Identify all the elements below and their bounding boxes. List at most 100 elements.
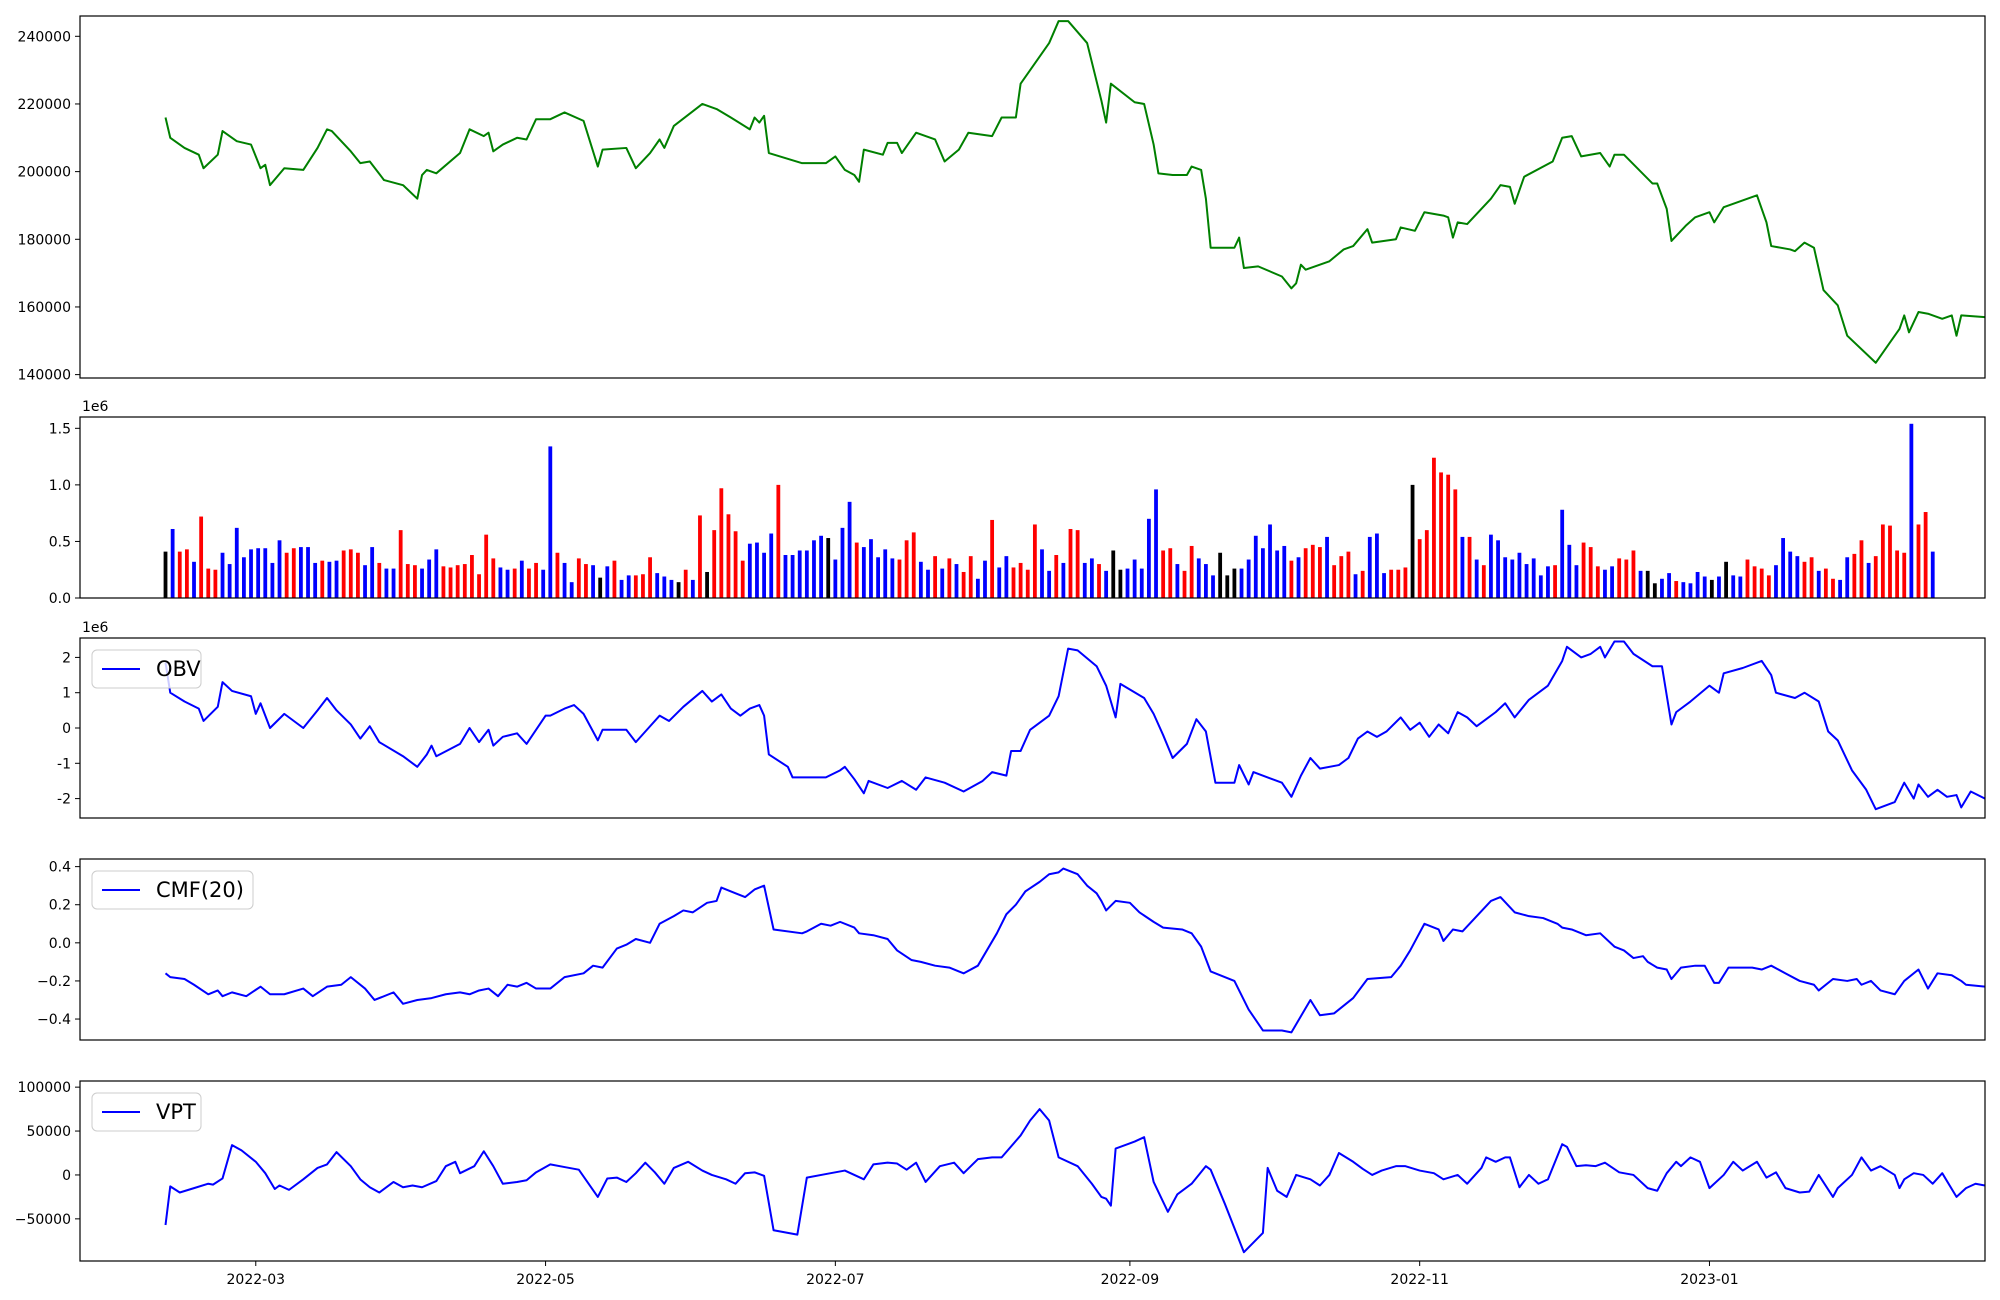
volume-bar xyxy=(1681,582,1686,598)
volume-bar xyxy=(1538,575,1543,598)
volume-bar xyxy=(1111,550,1116,598)
volume-bar xyxy=(334,560,339,598)
volume-bar xyxy=(527,568,531,598)
volume-bar xyxy=(1047,570,1052,598)
volume-bar xyxy=(733,531,738,598)
obv-ytick-label: 2 xyxy=(62,650,71,666)
volume-bar xyxy=(819,535,823,598)
volume-bar xyxy=(1553,565,1557,598)
volume-bar xyxy=(833,559,838,598)
volume-bar xyxy=(213,569,218,598)
volume-bar xyxy=(1168,548,1173,598)
volume-bar xyxy=(1660,578,1664,598)
volume-bar xyxy=(1503,557,1508,598)
volume-bar xyxy=(441,566,446,598)
volume-bar xyxy=(698,515,702,598)
volume-bar xyxy=(1275,550,1280,598)
cmf-legend: CMF(20) xyxy=(91,870,254,910)
volume-bar xyxy=(391,568,396,598)
volume-bar xyxy=(797,550,802,598)
volume-bar xyxy=(1054,555,1059,598)
volume-bar xyxy=(933,556,938,598)
volume-bar xyxy=(1524,564,1529,598)
price-ytick-label: 140000 xyxy=(18,368,71,384)
volume-bar xyxy=(861,547,866,598)
volume-bar xyxy=(1097,564,1101,598)
volume-bar xyxy=(1367,536,1372,598)
volume-bar xyxy=(755,542,759,598)
volume-bar xyxy=(220,552,225,598)
volume-bar xyxy=(455,565,460,598)
volume-bar xyxy=(1004,556,1009,598)
volume-bar xyxy=(242,557,246,598)
volume-bar xyxy=(918,561,923,598)
volume-bar xyxy=(1916,524,1921,598)
volume-bar xyxy=(1724,561,1728,598)
volume-bar xyxy=(569,582,574,598)
volume-bar xyxy=(1496,540,1500,598)
volume-bar xyxy=(1296,557,1301,598)
volume-bar xyxy=(1560,509,1565,598)
x-tick-label: 2022-07 xyxy=(806,1272,865,1288)
volume-bar xyxy=(384,568,389,598)
volume-bar xyxy=(505,569,510,598)
volume-bar xyxy=(1531,558,1536,598)
volume-bar xyxy=(434,549,439,598)
volume-bar xyxy=(284,552,289,598)
volume-bar xyxy=(1118,569,1123,598)
volume-bar xyxy=(1382,573,1386,598)
volume-bar xyxy=(1018,562,1023,598)
volume-axes-frame xyxy=(79,416,1986,599)
vpt-axes-frame xyxy=(79,1080,1986,1262)
volume-bar xyxy=(648,557,652,598)
volume-bar xyxy=(1132,559,1137,598)
volume-bar xyxy=(1902,552,1907,598)
cmf-ytick-label: −0.2 xyxy=(37,974,71,990)
volume-bar xyxy=(1888,525,1892,598)
volume-bar xyxy=(1752,566,1757,598)
price-ytick-label: 240000 xyxy=(18,29,71,45)
volume-bar xyxy=(1759,568,1764,598)
volume-bar xyxy=(1040,549,1044,598)
volume-bar xyxy=(1139,568,1144,598)
volume-bar xyxy=(1432,457,1436,598)
volume-bar xyxy=(1702,576,1707,598)
volume-bar xyxy=(1574,565,1579,598)
volume-bar xyxy=(320,560,325,598)
volume-bar xyxy=(1068,528,1073,598)
volume-bar xyxy=(683,569,688,598)
volume-bar xyxy=(413,565,417,598)
volume-bar xyxy=(1410,484,1415,598)
volume-bar xyxy=(776,484,781,598)
volume-bar xyxy=(1895,550,1900,598)
volume-bar xyxy=(1695,571,1700,598)
volume-bar xyxy=(405,564,410,598)
volume-bar xyxy=(170,528,175,598)
volume-bar xyxy=(1189,545,1194,598)
volume-bar xyxy=(1823,568,1828,598)
volume-bar xyxy=(1125,568,1130,598)
volume-bar xyxy=(954,564,959,598)
volume-bar xyxy=(847,501,852,598)
volume-bar xyxy=(926,569,930,598)
cmf-ytick-label: 0.2 xyxy=(49,898,71,914)
volume-bar xyxy=(1175,564,1180,598)
obv-ytick-label: -1 xyxy=(57,756,71,772)
volume-bar xyxy=(591,565,595,598)
cmf-ytick-label: −0.4 xyxy=(37,1012,71,1028)
volume-bar xyxy=(1161,550,1166,598)
obv-axes-frame xyxy=(79,637,1986,819)
volume-bar xyxy=(484,534,489,598)
volume-bar xyxy=(184,549,189,598)
vpt-legend-label: VPT xyxy=(156,1100,196,1124)
x-tick-label: 2022-05 xyxy=(516,1272,575,1288)
volume-bar xyxy=(1289,560,1294,598)
volume-bar xyxy=(1196,558,1201,598)
volume-bar xyxy=(1318,547,1322,598)
volume-bar xyxy=(1246,559,1251,598)
volume-bar xyxy=(990,519,995,598)
volume-bar xyxy=(1467,536,1472,598)
volume-bar xyxy=(1909,423,1914,598)
volume-bar xyxy=(605,566,610,598)
